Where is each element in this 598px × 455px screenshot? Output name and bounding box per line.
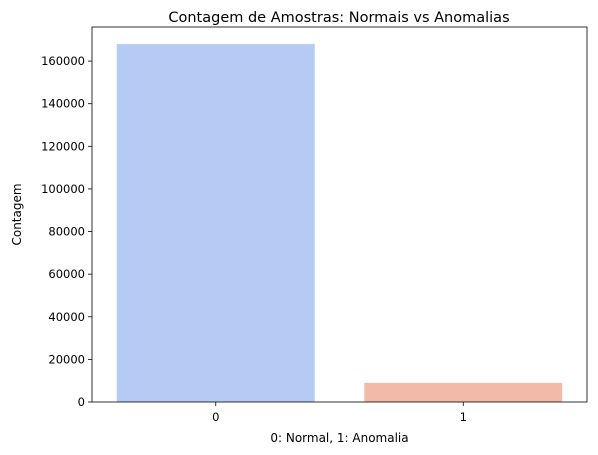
x-axis-label: 0: Normal, 1: Anomalia (270, 431, 408, 445)
y-tick-label-40000: 40000 (48, 310, 85, 324)
y-tick-label-0: 0 (78, 395, 85, 409)
bar-1 (364, 382, 563, 402)
y-axis-label: Contagem (10, 183, 24, 245)
y-axis: 0 20000 40000 60000 80000 100000 120000 140000 1… (41, 54, 92, 409)
y-tick-label-120000: 120000 (41, 139, 85, 153)
x-tick-label-1: 1 (460, 410, 467, 424)
x-tick-label-0: 0 (212, 410, 219, 424)
y-tick-label-160000: 160000 (41, 54, 85, 68)
bars-group (116, 44, 563, 402)
y-tick-label-80000: 80000 (48, 225, 85, 239)
bar-0 (116, 44, 315, 402)
y-tick-label-100000: 100000 (41, 182, 85, 196)
y-tick-label-60000: 60000 (48, 267, 85, 281)
y-tick-label-140000: 140000 (41, 97, 85, 111)
chart-title: Contagem de Amostras: Normais vs Anomali… (168, 10, 509, 26)
plot-frame (91, 26, 588, 403)
y-tick-label-20000: 20000 (48, 352, 85, 366)
